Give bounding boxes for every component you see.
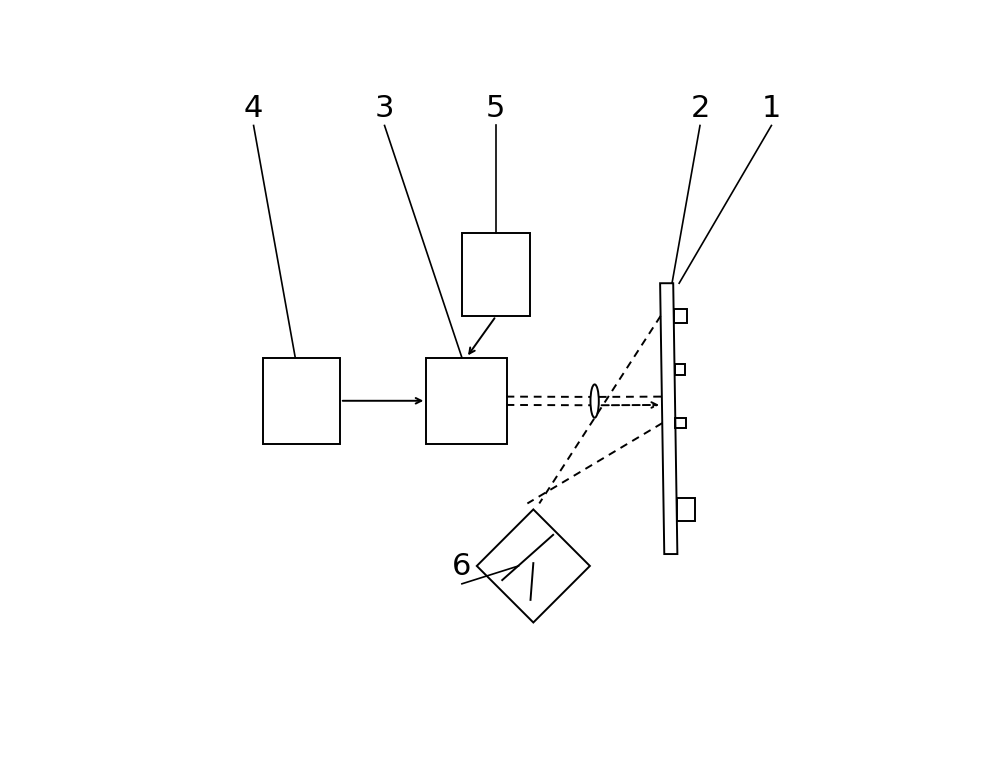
Bar [675, 364, 685, 375]
Text: 5: 5 [486, 94, 506, 122]
Text: 3: 3 [375, 94, 394, 122]
Text: 2: 2 [690, 94, 710, 122]
Text: 4: 4 [244, 94, 263, 122]
Bar [675, 417, 686, 428]
Bar [263, 358, 340, 444]
Text: 6: 6 [452, 552, 472, 581]
Bar [462, 233, 530, 316]
Bar [677, 498, 695, 521]
Bar [674, 309, 687, 322]
Text: 1: 1 [762, 94, 781, 122]
Bar [426, 358, 507, 444]
